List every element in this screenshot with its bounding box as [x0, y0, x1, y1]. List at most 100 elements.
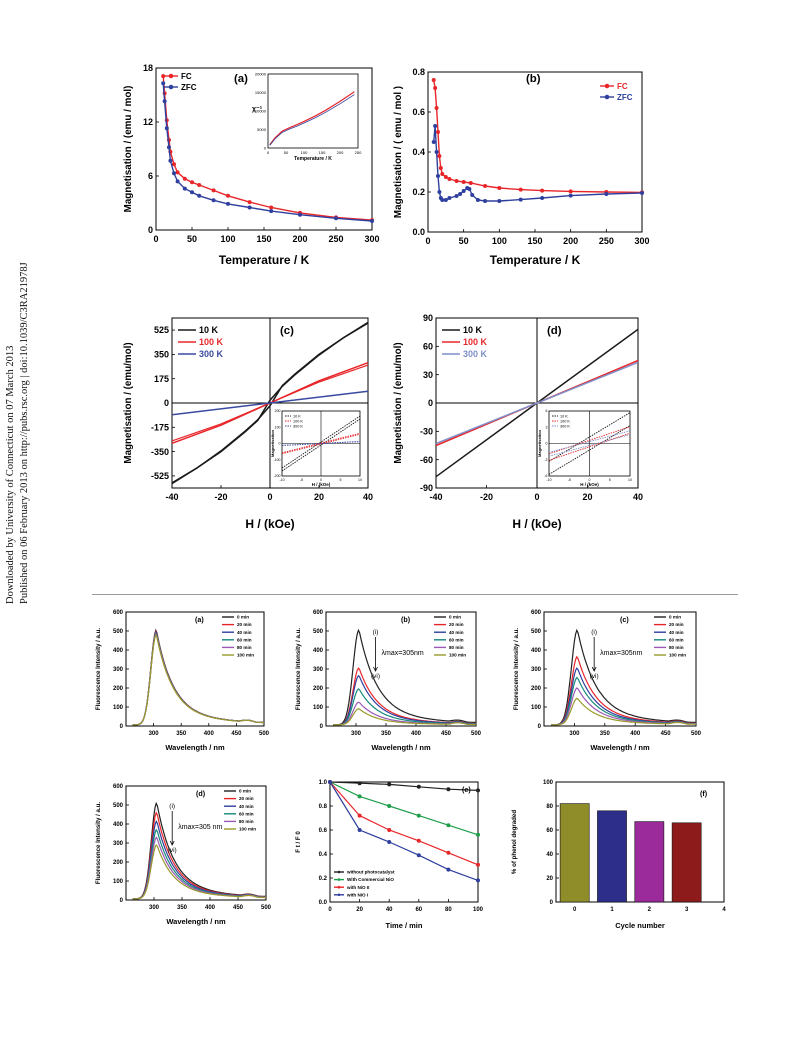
x-tick-label: 500 — [691, 731, 702, 737]
x-tick-label: 40 — [363, 492, 373, 502]
legend-label: 300 K — [463, 349, 488, 359]
inset-x-tick-label: 200 — [337, 150, 344, 155]
x-axis-label: H / (kOe) — [512, 517, 561, 531]
legend-label: FC — [617, 82, 628, 91]
chart-magnetisation-vs-temperature-a: 0 50 100 150 200 250 300 0 6 12 18 Temperature / K M… — [123, 63, 380, 267]
data-point — [476, 878, 480, 883]
x-axis-label: Temperature / K — [219, 253, 310, 267]
chart-photodegradation-e: 0 20 40 60 80 100 0.0 0.2 0.4 0.6 0.8 1.0 Time / min… — [295, 780, 484, 930]
legend-label: 20 min — [449, 622, 464, 627]
data-point — [182, 176, 187, 181]
inset-x-tick-label: -5 — [568, 478, 571, 482]
y-axis-label: Magnetisation / (emu / mol) — [123, 86, 134, 213]
inset-y-tick-label: 0 — [279, 442, 281, 446]
data-point — [269, 209, 274, 214]
y-tick-label: 350 — [154, 350, 169, 360]
data-point — [443, 175, 448, 179]
x-tick-label: 60 — [415, 907, 422, 913]
x-tick-label: 0 — [267, 492, 272, 502]
data-point — [461, 180, 466, 184]
data-point — [357, 828, 362, 832]
data-point — [172, 171, 176, 176]
arrow-head — [373, 666, 378, 672]
inset-loop-upper — [548, 412, 631, 462]
x-tick-label: 400 — [630, 731, 641, 737]
y-tick-label: 0.4 — [412, 147, 425, 157]
inset-x-tick-label: -10 — [546, 478, 551, 482]
inset-y-tick-label: -6 — [544, 474, 547, 478]
data-point — [431, 78, 436, 82]
y-tick-label: 0.4 — [319, 852, 328, 858]
arrow-label-top: (i) — [373, 629, 379, 636]
legend-label: ZFC — [181, 83, 197, 92]
section-divider — [92, 594, 738, 595]
y-tick-label: 400 — [113, 822, 124, 828]
inset-x-label: H / (kOe) — [312, 482, 331, 487]
data-point — [334, 216, 338, 221]
data-point — [247, 205, 252, 210]
inset-y-tick-label: 3 — [546, 425, 548, 429]
x-tick-label: 0 — [425, 236, 430, 246]
legend-label: 100 min — [449, 653, 466, 658]
data-point — [568, 193, 573, 198]
y-tick-label: 100 — [531, 705, 542, 711]
legend-marker — [168, 84, 174, 90]
y-tick-label: 0.0 — [412, 227, 425, 237]
inset-y-tick-label: -200 — [273, 474, 280, 478]
y-tick-label: 600 — [531, 610, 542, 616]
x-tick-label: -40 — [165, 492, 178, 502]
data-point — [387, 804, 392, 808]
spectrum-line — [333, 628, 477, 726]
y-axis-label: Fluorescence Intensity / a.u. — [95, 802, 102, 885]
x-tick-label: 450 — [233, 905, 244, 911]
bar — [597, 810, 627, 903]
data-point — [357, 781, 362, 786]
legend-label: 40 min — [449, 630, 464, 635]
lambda-max-annotation: λmax=305 nm — [178, 824, 222, 831]
x-axis-label: H / (kOe) — [245, 517, 294, 531]
y-tick-label: 0 — [120, 724, 124, 730]
inset-loop-lower — [548, 434, 631, 457]
y-tick-label: 40 — [546, 852, 553, 858]
data-point — [434, 106, 439, 110]
data-point — [476, 832, 480, 837]
panel-label: (a) — [234, 73, 248, 85]
inset-y-label: Magnetisation — [537, 429, 542, 456]
x-tick-label: 0 — [573, 907, 577, 913]
inset-y-tick-label: 20000 — [255, 72, 267, 77]
inset-x-tick-label: 250 — [355, 150, 362, 155]
y-tick-label: 0 — [550, 900, 554, 906]
inset-loop-lower — [548, 432, 631, 461]
arrow-label-bottom: (vi) — [371, 673, 380, 680]
inset-y-tick-label: 5000 — [257, 127, 267, 132]
data-point — [540, 196, 545, 200]
x-axis-label: Wavelength / nm — [166, 917, 226, 926]
inset-x-tick-label: 5 — [340, 478, 342, 482]
x-tick-label: 0 — [153, 234, 158, 244]
y-tick-label: 500 — [113, 803, 124, 809]
data-point — [437, 190, 442, 194]
data-point — [497, 199, 502, 203]
x-tick-label: 40 — [386, 907, 393, 913]
y-tick-label: 400 — [313, 648, 324, 654]
y-tick-label: -175 — [151, 422, 169, 432]
x-tick-label: 80 — [445, 907, 452, 913]
y-tick-label: 400 — [531, 648, 542, 654]
y-tick-label: 0.6 — [319, 828, 328, 834]
data-point — [164, 126, 169, 131]
legend-label: 40 min — [237, 630, 252, 635]
y-axis-label: Fluorescence Intensity / a.u. — [95, 628, 102, 711]
x-tick-label: 50 — [459, 236, 469, 246]
inset-x-tick-label: 0 — [267, 150, 270, 155]
x-tick-label: 250 — [328, 234, 343, 244]
y-tick-label: 500 — [531, 629, 542, 635]
y-tick-label: 80 — [546, 804, 553, 810]
data-point — [483, 199, 488, 203]
y-tick-label: 0.2 — [319, 876, 328, 882]
data-point — [226, 201, 230, 206]
inset-x-tick-label: -10 — [279, 478, 284, 482]
data-point — [470, 193, 475, 197]
data-point — [197, 183, 202, 187]
data-point — [454, 194, 459, 198]
